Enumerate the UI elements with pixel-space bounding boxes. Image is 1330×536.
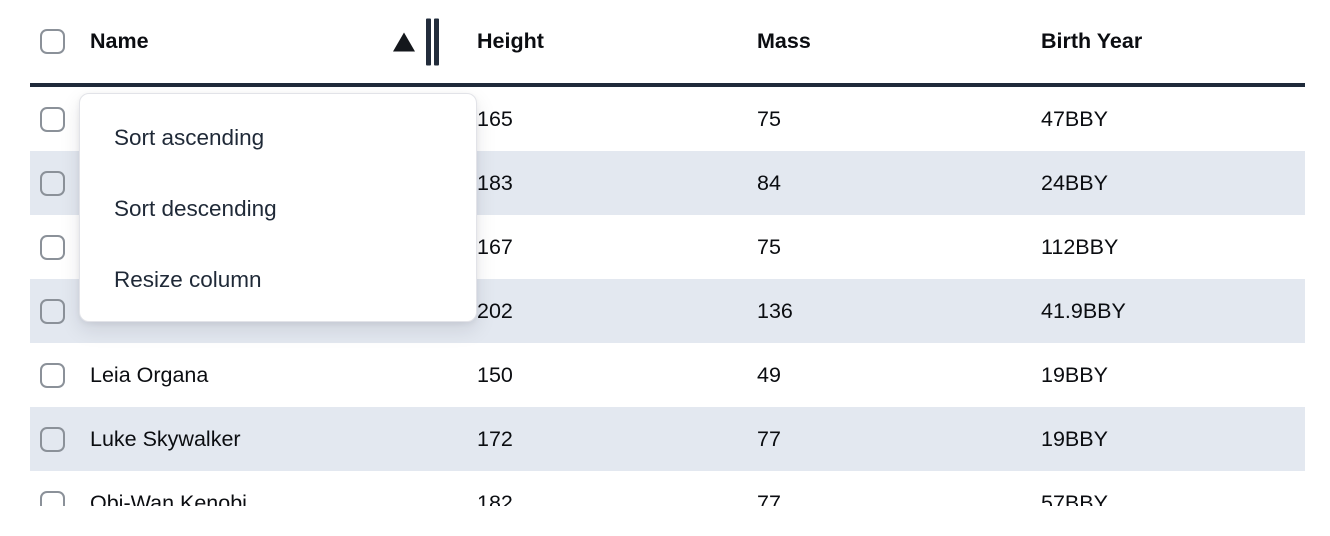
birth-year-cell: 24BBY: [1041, 170, 1108, 195]
mass-cell: 77: [757, 490, 781, 507]
height-cell: 150: [477, 362, 513, 387]
row-checkbox[interactable]: [40, 426, 65, 452]
select-all-checkbox[interactable]: [40, 29, 65, 54]
header-cell-name[interactable]: Name: [30, 18, 477, 65]
menu-item-resize-column[interactable]: Resize column: [114, 266, 262, 292]
row-checkbox[interactable]: [40, 490, 65, 506]
birth-year-cell: 19BBY: [1041, 426, 1108, 451]
birth-year-cell: 19BBY: [1041, 362, 1108, 387]
table-row: Leia Organa 150 49 19BBY: [30, 343, 1305, 407]
name-cell: Leia Organa: [30, 362, 477, 388]
table-row: 167 75 112BBY: [30, 215, 1305, 279]
mass-cell: 136: [757, 298, 793, 323]
column-context-menu: Sort ascending Sort descending Resize co…: [79, 93, 477, 322]
birth-year-cell: 41.9BBY: [1041, 298, 1126, 323]
birth-year-cell: 57BBY: [1041, 490, 1108, 507]
birth-year-cell: 112BBY: [1041, 234, 1119, 259]
birth-year-cell: 47BBY: [1041, 106, 1108, 131]
name-cell: Luke Skywalker: [30, 426, 477, 452]
name-cell: [30, 298, 477, 324]
data-table: Name Height Mass Birth Year 165 75 47BBY…: [30, 0, 1305, 506]
row-checkbox[interactable]: [40, 106, 65, 132]
table-header-row: Name Height Mass Birth Year: [30, 0, 1305, 87]
table-row: Luke Skywalker 172 77 19BBY: [30, 407, 1305, 471]
column-resize-handle-icon[interactable]: [426, 18, 439, 65]
header-cell-mass[interactable]: Mass: [757, 29, 811, 53]
column-header-name-label: Name: [90, 29, 149, 53]
mass-cell: 49: [757, 362, 781, 387]
resize-bar: [434, 18, 439, 65]
header-cell-birth-year[interactable]: Birth Year: [1041, 29, 1143, 53]
name-cell: Obi-Wan Kenobi: [30, 490, 477, 507]
height-cell: 202: [477, 298, 513, 323]
menu-item-sort-ascending[interactable]: Sort ascending: [114, 124, 265, 150]
row-checkbox[interactable]: [40, 234, 65, 260]
height-cell: 183: [477, 170, 513, 195]
name-value: Obi-Wan Kenobi: [90, 490, 247, 507]
height-cell: 172: [477, 426, 513, 451]
height-cell: 165: [477, 106, 513, 131]
resize-bar: [426, 18, 431, 65]
row-checkbox[interactable]: [40, 362, 65, 388]
height-cell: 182: [477, 490, 513, 507]
name-value: Luke Skywalker: [90, 426, 241, 451]
row-checkbox[interactable]: [40, 170, 65, 196]
mass-cell: 75: [757, 106, 781, 131]
mass-cell: 75: [757, 234, 781, 259]
mass-cell: 77: [757, 426, 781, 451]
name-cell: [30, 234, 477, 260]
height-cell: 167: [477, 234, 513, 259]
mass-cell: 84: [757, 170, 781, 195]
row-checkbox[interactable]: [40, 298, 65, 324]
table-row: Obi-Wan Kenobi 182 77 57BBY: [30, 471, 1305, 506]
table-row: 165 75 47BBY: [30, 87, 1305, 151]
name-value: Leia Organa: [90, 362, 209, 387]
header-cell-height[interactable]: Height: [477, 29, 544, 53]
name-cell: [30, 170, 477, 196]
sort-ascending-icon: [393, 32, 415, 51]
menu-item-sort-descending[interactable]: Sort descending: [114, 195, 277, 221]
name-cell: [30, 106, 477, 132]
